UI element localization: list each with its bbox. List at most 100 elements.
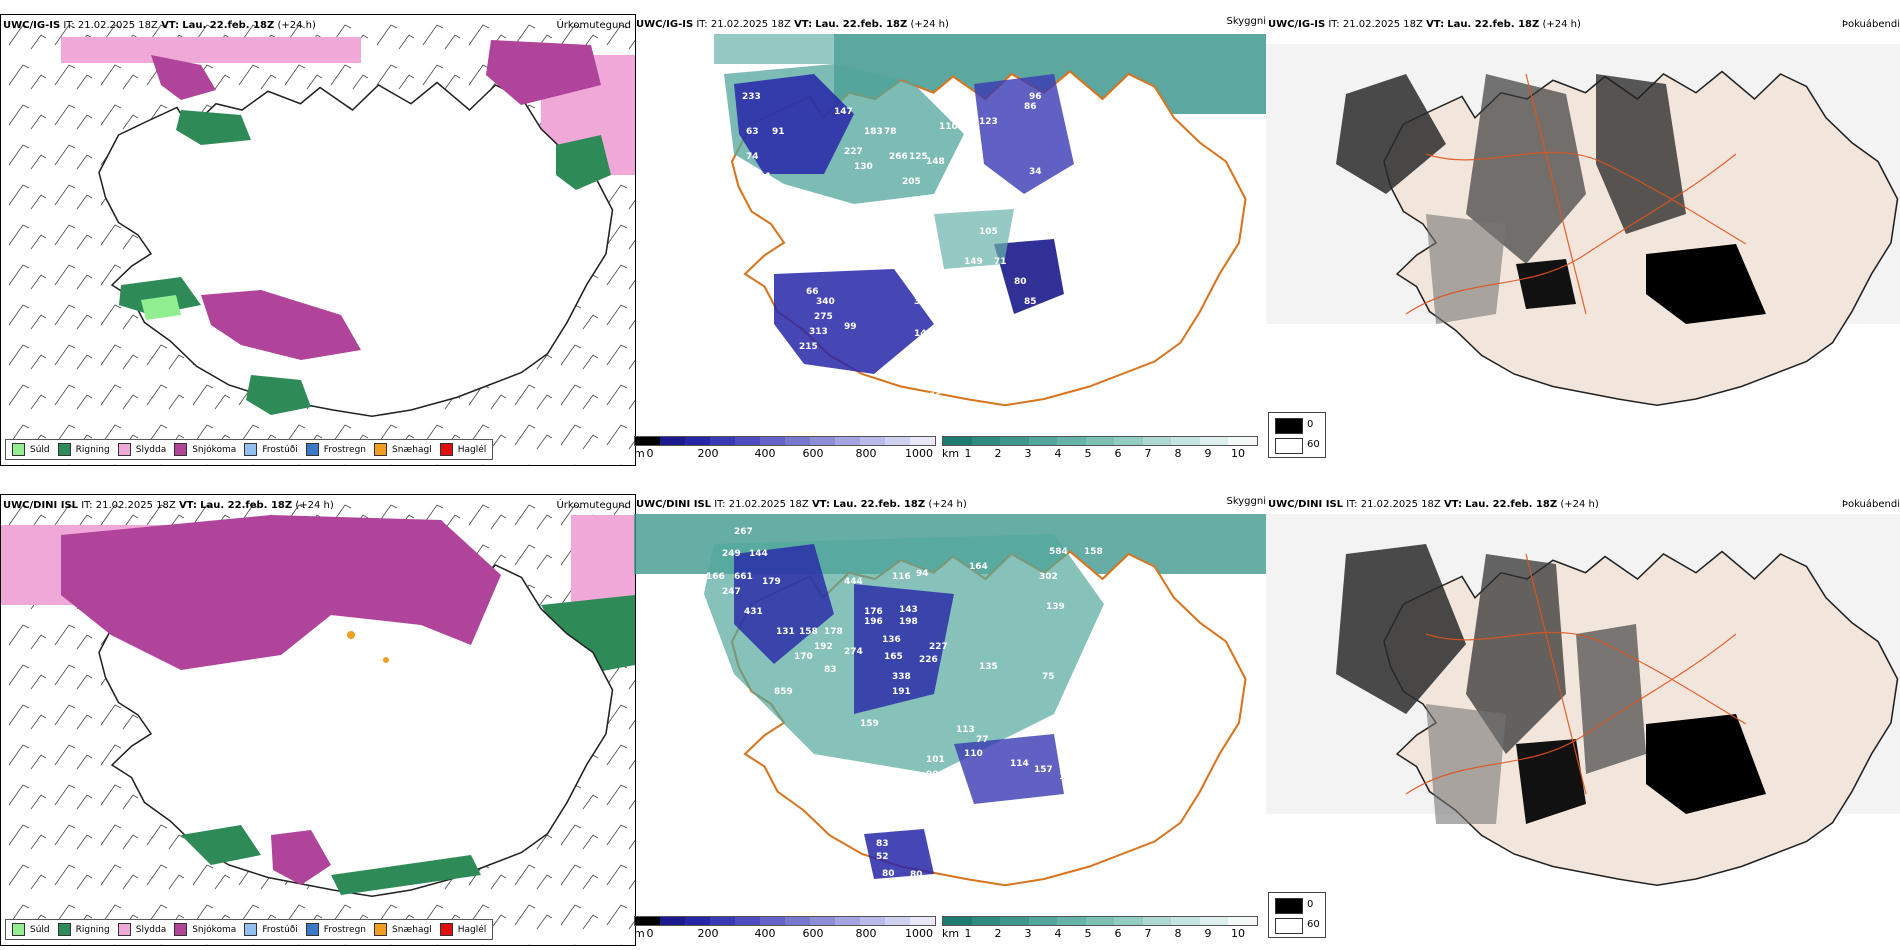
ceiling-label: 233 [742,92,761,102]
legend-item: Frostregn [305,923,366,936]
ceiling-label: 83 [876,839,889,849]
legend-item: Frostúði [244,923,298,936]
panel-title: UWC/DINI ISL IT: 21.02.2025 18Z VT: Lau.… [1268,499,1599,510]
ceiling-tick: 200 [697,447,719,460]
visibility-tick: 7 [1144,927,1152,940]
ceiling-label: 77 [976,735,989,745]
ceiling-label: 192 [814,642,833,652]
rain-patch-east [556,135,611,190]
ceiling-label: 94 [916,569,929,579]
rain-patch-sw [181,825,261,865]
visibility-colorbar: 1 2 3 4 5 6 7 8 9 10 [942,436,1258,460]
ceiling-label: 74 [904,390,917,400]
rain-patch-sw [246,375,311,415]
ceiling-label: 148 [926,157,945,167]
ceiling-labels: 233 63 91 74 91 93 147 183 78 227 130 26… [742,92,1147,402]
ceiling-label: 106 [1059,772,1078,782]
sleet-band-north [61,37,361,63]
ceiling-label: 79 [899,352,912,362]
ceiling-tick: 1000 [905,927,933,940]
ceiling-label: 431 [744,607,763,617]
ceiling-label: 128 [950,795,969,805]
panel-title: UWC/DINI ISL IT: 21.02.2025 18Z VT: Lau.… [636,499,967,510]
ceiling-label: 380 [914,297,933,307]
snow-area-north [61,515,501,670]
ceiling-label: 584 [1049,547,1068,557]
visibility-tick: 5 [1084,927,1092,940]
legend-item: Haglél [439,443,486,456]
ceiling-label: 143 [899,605,918,615]
ceiling-label: 165 [884,652,903,662]
visibility-tick: 1 [964,927,972,940]
ceiling-label: 16 [1094,162,1107,172]
ceiling-label: 196 [864,617,883,627]
ceiling-label: 80 [910,870,923,880]
visibility-tick: 3 [1024,447,1032,460]
ceiling-label: 86 [1024,102,1037,112]
ceiling-label: 205 [902,177,921,187]
ceiling-tick: 400 [754,927,776,940]
fog-panel-top: UWC/IG-IS IT: 21.02.2025 18Z VT: Lau. 22… [1266,14,1900,464]
ceiling-label: 198 [899,617,918,627]
ceiling-label: 96 [1029,92,1042,102]
ceiling-label: 661 [734,572,753,582]
ceiling-label: 159 [860,719,879,729]
ceiling-label: 110 [964,749,983,759]
visibility-tick: 6 [1114,927,1122,940]
visibility-unit: km [942,447,960,460]
rain-band-south [331,855,481,895]
legend-item: Snjókoma [174,443,236,456]
ceiling-label: 130 [854,162,873,172]
legend-item: Snæhagl [374,923,432,936]
ceiling-label: 144 [749,549,768,559]
fog-legend-value: 60 [1307,439,1320,450]
fog-legend-swatch [1275,918,1303,934]
ceiling-label: 226 [919,655,938,665]
precip-panel-bottom: UWC/DINI ISL IT: 21.02.2025 18Z VT: Lau.… [0,494,636,946]
visibility-tick: 2 [994,447,1002,460]
panel-type-title: Skyggni [1226,496,1266,507]
ceiling-label: 74 [746,152,759,162]
ceiling-tick: 200 [697,927,719,940]
ceiling-label: 66 [806,287,819,297]
ceiling-label: 313 [809,327,828,337]
ceiling-label: 166 [706,572,725,582]
ceiling-label: 149 [914,329,933,339]
cloud-panel-top: 233 63 91 74 91 93 147 183 78 227 130 26… [634,14,1266,464]
rain-patch-west [119,277,201,315]
ceiling-unit: m [634,447,645,460]
graupel-dot [347,631,355,639]
ceiling-label: 170 [794,652,813,662]
panel-title: UWC/DINI ISL IT: 21.02.2025 18Z VT: Lau.… [3,500,334,511]
ceiling-label: 116 [892,572,911,582]
cloud-map-bottom: 267 249 144 166 661 179 247 431 444 176 … [634,514,1266,887]
ceiling-label: 227 [844,147,863,157]
fog-legend-swatch [1275,418,1303,434]
panel-type-title: Skyggni [1226,16,1266,27]
panel-title: UWC/IG-IS IT: 21.02.2025 18Z VT: Lau. 22… [636,19,949,30]
ceiling-label: 116 [1089,127,1108,137]
ceiling-label: 97 [979,282,992,292]
ceiling-label: 191 [892,687,911,697]
ceiling-label: 123 [979,117,998,127]
visibility-unit: km [942,927,960,940]
ceiling-label: 274 [844,647,863,657]
visibility-tick: 6 [1114,447,1122,460]
ceiling-label: 302 [1039,572,1058,582]
ceiling-label: 91 [759,172,772,182]
ceiling-label: 34 [1029,167,1042,177]
ceiling-tick: 800 [855,927,877,940]
ceiling-label: 90 [926,770,939,780]
ceiling-colorbar-bar [634,916,936,926]
panel-title: UWC/IG-IS IT: 21.02.2025 18Z VT: Lau. 22… [1268,19,1581,30]
ceiling-label: 82 [944,187,957,197]
snow-patch-south [201,290,361,360]
ceiling-label: 158 [1084,547,1103,557]
ceiling-label: 859 [774,687,793,697]
precip-map-bottom [1,495,635,945]
snow-patch-nw [151,55,216,100]
drizzle-patch [141,295,181,320]
snow-patch-ne [486,40,601,105]
ceiling-label: 139 [1046,602,1065,612]
ceiling-label: 63 [944,107,957,117]
